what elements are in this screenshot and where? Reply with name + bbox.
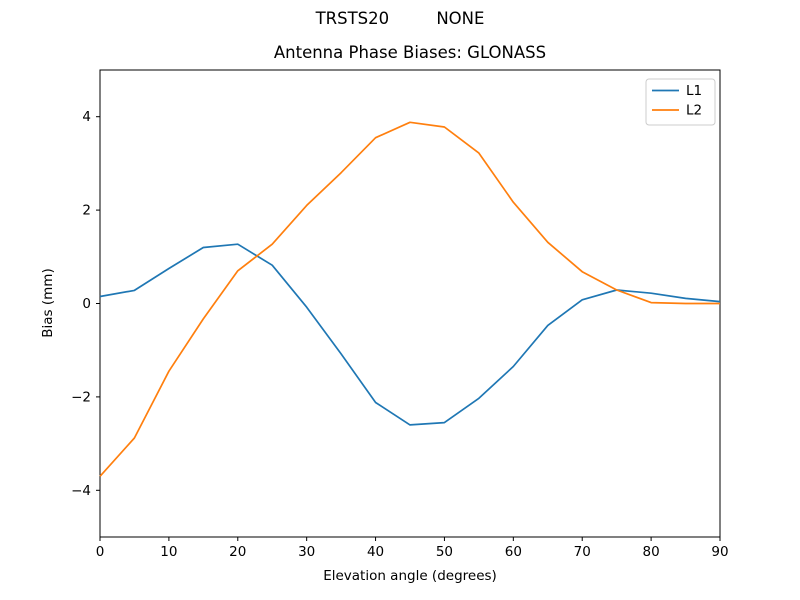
y-axis-tick-label: 2 [82, 203, 91, 219]
x-axis-tick-label: 10 [160, 544, 177, 560]
x-axis-tick-label: 90 [711, 544, 728, 560]
y-axis-tick-label: −2 [71, 389, 91, 405]
legend-box [645, 78, 716, 126]
series-line-L2 [99, 121, 720, 477]
x-axis-tick-label: 60 [505, 544, 522, 560]
x-axis-tick-label: 80 [643, 544, 660, 560]
chart-title: Antenna Phase Biases: GLONASS [273, 43, 547, 62]
x-axis-tick-label: 40 [367, 544, 384, 560]
x-axis-tick-label: 30 [298, 544, 315, 560]
figure-suptitle: TRSTS20 NONE [315, 9, 485, 28]
y-axis-tick-label: 4 [82, 109, 91, 125]
x-axis-tick-label: 50 [436, 544, 453, 560]
y-axis-tick-label: −4 [71, 483, 91, 499]
x-axis-tick-label: 20 [229, 544, 246, 560]
plot-area-box [99, 69, 721, 538]
x-axis-tick-label: 0 [96, 544, 105, 560]
y-axis-tick-label: 0 [82, 296, 91, 312]
legend-entry-label-L2: L2 [686, 103, 702, 119]
x-axis-label: Elevation angle (degrees) [323, 568, 497, 584]
legend-entry-label-L1: L1 [686, 83, 702, 99]
x-axis-tick-label: 70 [574, 544, 591, 560]
